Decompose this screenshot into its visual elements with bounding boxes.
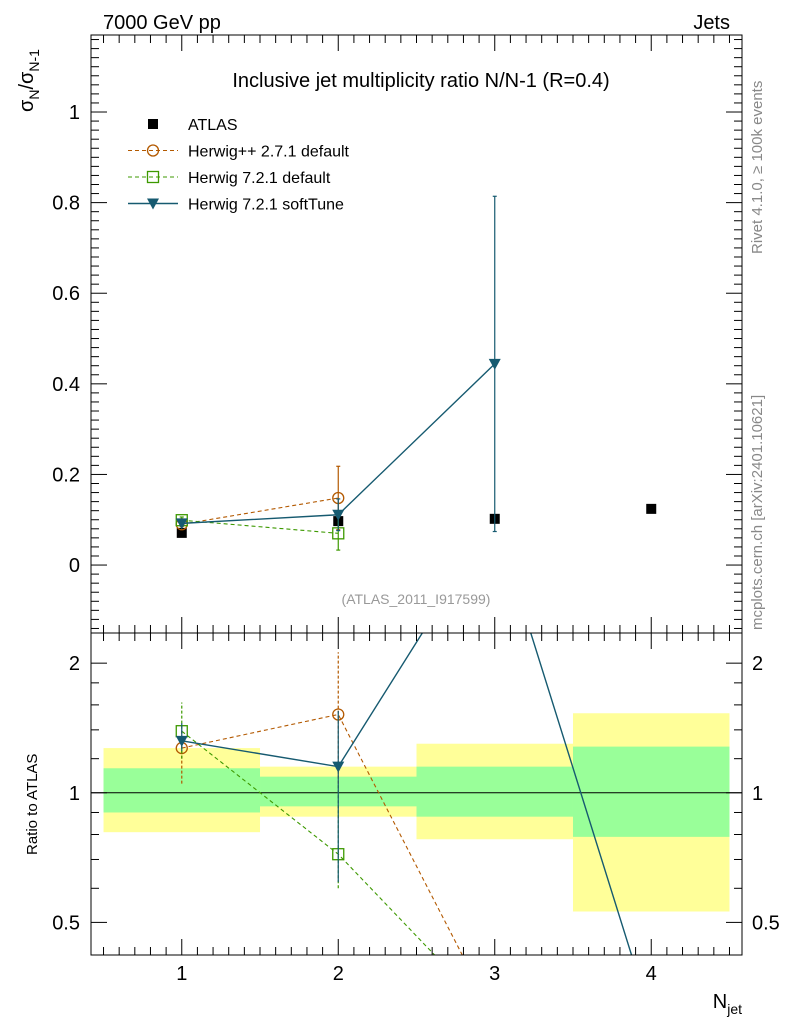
uncertainty-band-inner	[103, 768, 261, 813]
ratio-point-herwig-7-2-1-softtune-1	[175, 735, 188, 747]
x-tick-label: 4	[646, 963, 657, 985]
y-tick-label: 0.4	[52, 374, 80, 396]
svg-text:σN/σN-1: σN/σN-1	[16, 49, 42, 112]
point-herwig-7-2-1-softtune-3	[488, 358, 501, 370]
uncertainty-band-inner	[416, 766, 573, 817]
point-atlas-1	[176, 527, 187, 538]
series-herwig-7-2-1-softtune	[175, 195, 501, 533]
ratio-series-herwig-7-2-1-softtune	[175, 633, 633, 955]
legend-marker-herwig-7-2-1-softtune	[147, 198, 159, 210]
legend: ATLAS Herwig++ 2.7.1 default Herwig 7.2.1 …	[128, 117, 350, 214]
y-label-sub-n: N	[26, 90, 42, 100]
ratio-y-label: Ratio to ATLAS	[24, 754, 41, 855]
legend-marker-herwig-7-2-1-default	[146, 170, 160, 184]
line-herwig-7-2-1-default	[181, 519, 339, 534]
y-tick-label: 0.6	[52, 283, 80, 305]
main-panel: 0 0.2 0.4 0.6 0.8 1 Inclusive jet multiplicit…	[16, 34, 743, 634]
line-herwig-2-7-1-default	[181, 497, 339, 525]
y-tick-label: 1	[69, 102, 80, 124]
y-tick-label: 0.8	[52, 193, 80, 215]
chart-title: Inclusive jet multiplicity ratio N/N-1 (…	[232, 70, 609, 92]
ratio-y-tick-label: 0.5	[52, 912, 80, 934]
legend-label-herwig-7-2-1-softtune: Herwig 7.2.1 softTune	[188, 197, 344, 214]
observable-label: Jets	[693, 12, 730, 34]
reference-label: (ATLAS_2011_I917599)	[342, 591, 491, 607]
legend-entry-herwig-7-2-1-softtune: Herwig 7.2.1 softTune	[128, 197, 344, 214]
x-tick-label: 3	[489, 963, 500, 985]
y-label-slash: /σ	[16, 71, 38, 90]
y-label-sigma: σ	[16, 99, 38, 112]
y-label-sub-n-1: N-1	[26, 49, 42, 72]
legend-marker-herwig-2-7-1-default	[146, 144, 160, 157]
ratio-y-tick-label: 2	[69, 653, 80, 675]
legend-label-herwig-2-7-1-default: Herwig++ 2.7.1 default	[188, 144, 350, 161]
legend-label-atlas: ATLAS	[188, 117, 238, 134]
uncertainty-band-inner	[572, 746, 730, 837]
x-tick-label: 2	[333, 963, 344, 985]
ratio-line-herwig-7-2-1-softtune	[181, 633, 633, 955]
rivet-version-label: Rivet 4.1.0, ≥ 100k events	[749, 81, 766, 254]
ratio-y-tick-label: 1	[69, 783, 80, 805]
y-axis-label: σN/σN-1	[16, 49, 42, 112]
point-atlas-4	[646, 503, 657, 514]
ratio-panel: 0.5 0.5 1 1 2 2 1 2 3 4 Ratio to ATLAS Njet	[24, 632, 780, 1017]
ratio-y-tick-label-right: 0.5	[752, 912, 780, 934]
ratio-line-herwig-2-7-1-default	[181, 713, 463, 955]
legend-entry-atlas: ATLAS	[148, 117, 238, 134]
energy-label: 7000 GeV pp	[103, 12, 221, 34]
y-tick-label: 0.2	[52, 464, 80, 486]
ratio-y-tick-label-right: 2	[752, 653, 763, 675]
legend-marker-atlas	[148, 119, 158, 129]
x-label-n: N	[713, 991, 727, 1013]
x-tick-label: 1	[176, 963, 187, 985]
point-herwig-7-2-1-softtune-1	[175, 518, 188, 530]
x-label-sub-jet: jet	[726, 1001, 742, 1017]
legend-label-herwig-7-2-1-default: Herwig 7.2.1 default	[188, 170, 331, 187]
mcplots-label: mcplots.cern.ch [arXiv:2401.10621]	[749, 395, 766, 630]
ratio-y-tick-label-right: 1	[752, 783, 763, 805]
ratio-point-herwig-7-2-1-softtune-2	[332, 761, 345, 773]
y-tick-label: 0	[69, 555, 80, 577]
point-herwig-7-2-1-softtune-2	[332, 509, 345, 521]
series-atlas	[176, 503, 657, 538]
series-herwig-7-2-1-default	[175, 514, 345, 551]
legend-entry-herwig-2-7-1-default: Herwig++ 2.7.1 default	[128, 144, 350, 161]
series-herwig-2-7-1-default	[175, 465, 345, 531]
legend-entry-herwig-7-2-1-default: Herwig 7.2.1 default	[128, 170, 331, 187]
x-axis-label: Njet	[713, 991, 742, 1017]
